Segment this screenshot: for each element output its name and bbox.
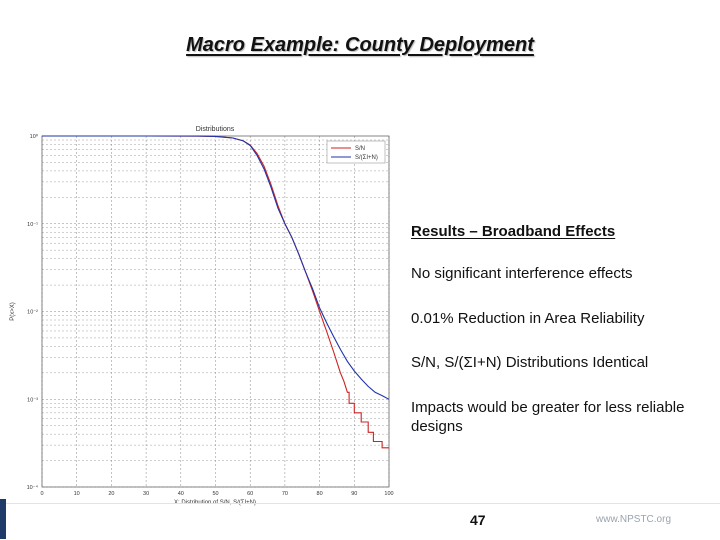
- results-heading: Results – Broadband Effects: [411, 223, 616, 240]
- legend: S/N S/(ΣI+N): [326, 140, 386, 164]
- result-item: No significant interference effects: [411, 265, 633, 282]
- footer-url: www.NPSTC.org: [596, 514, 672, 525]
- distribution-chart: 0 10 20 30 40 50 60 70 80 90 100 10⁰ 10⁻¹ 10⁻² 10⁻³ 10⁻…: [10, 126, 394, 506]
- x-tick-label: 30: [143, 491, 149, 497]
- x-tick-label: 0: [40, 491, 43, 497]
- x-tick-label: 80: [317, 491, 323, 497]
- x-tick-label: 100: [384, 491, 393, 497]
- footer-divider: [0, 503, 720, 504]
- x-tick-label: 10: [74, 491, 80, 497]
- chart-title: Distributions: [196, 126, 235, 133]
- slide-title: Macro Example: County Deployment: [186, 34, 534, 56]
- x-tick-label: 40: [178, 491, 184, 497]
- x-tick-label: 20: [108, 491, 114, 497]
- tick-labels: 0 10 20 30 40 50 60 70 80 90 100 10⁰ 10⁻¹ 10⁻² 10⁻³ 10⁻…: [27, 133, 394, 497]
- page-number: 47: [470, 512, 486, 528]
- y-axis-label: P(x>X): [10, 302, 16, 321]
- y-tick-label: 10⁰: [30, 133, 39, 140]
- x-tick-label: 70: [282, 491, 288, 497]
- result-item: Impacts would be greater for less reliab…: [411, 399, 685, 435]
- y-tick-label: 10⁻³: [27, 397, 38, 403]
- legend-label-sn: S/N: [355, 146, 365, 152]
- y-tick-label: 10⁻²: [27, 310, 38, 316]
- grid: [41, 136, 390, 488]
- series-layer: [42, 135, 390, 449]
- result-item: S/N, S/(ΣI+N) Distributions Identical: [411, 354, 649, 371]
- series-line-sin: [42, 135, 390, 400]
- legend-label-sin: S/(ΣI+N): [355, 155, 378, 161]
- footer-accent: [0, 499, 6, 539]
- x-tick-label: 60: [247, 491, 253, 497]
- x-tick-label: 90: [351, 491, 357, 497]
- result-item: 0.01% Reduction in Area Reliability: [411, 310, 645, 327]
- y-tick-label: 10⁻⁴: [27, 484, 39, 491]
- x-tick-label: 50: [212, 491, 218, 497]
- y-tick-label: 10⁻¹: [27, 222, 38, 228]
